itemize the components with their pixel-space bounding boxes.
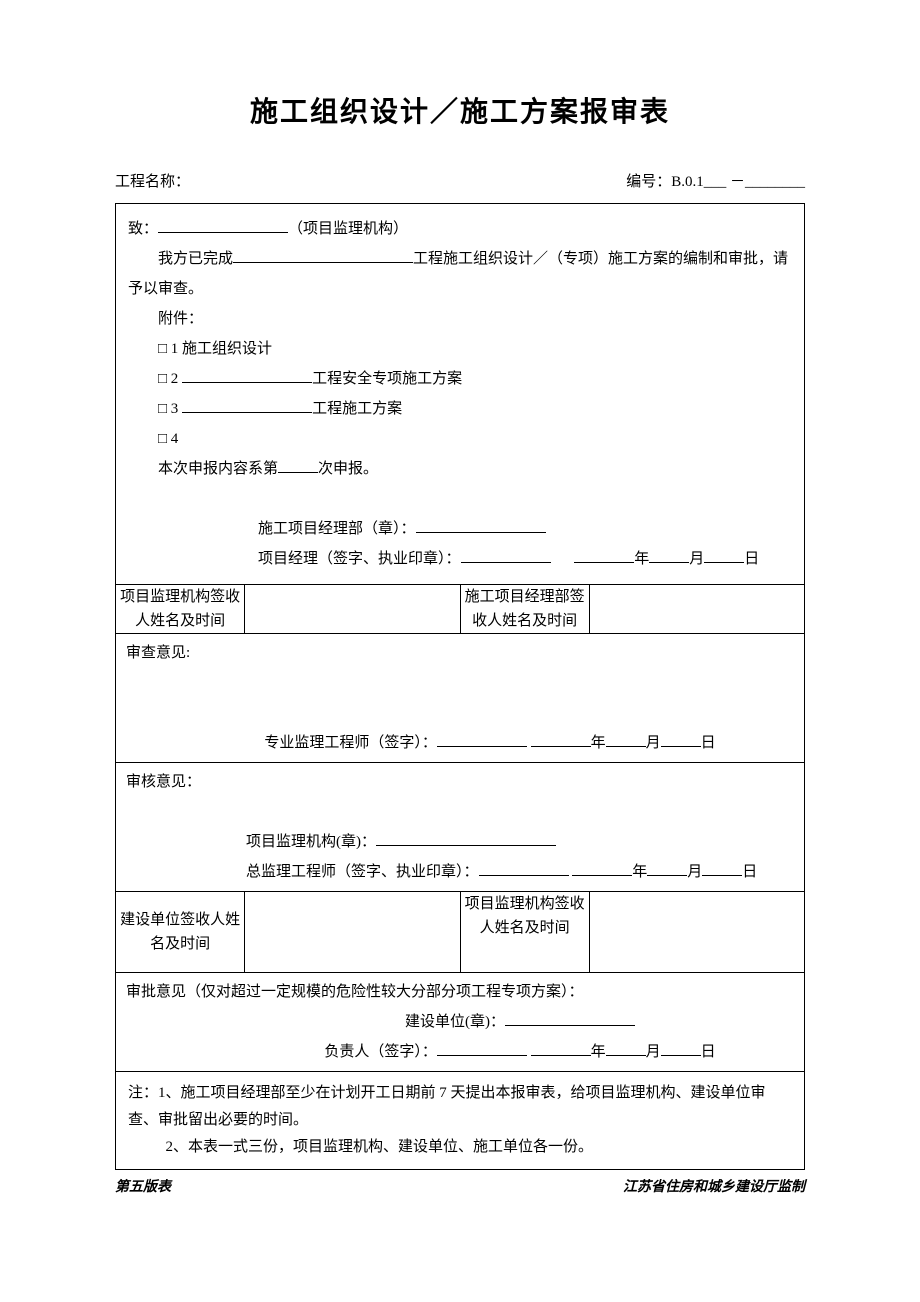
owner-receiver-label: 建设单位签收人姓名及时间: [116, 892, 245, 973]
item2-blank[interactable]: [182, 382, 312, 383]
checkbox-item-2-prefix[interactable]: □ 2: [158, 371, 182, 387]
month-blank-4[interactable]: [606, 1055, 646, 1056]
supervisor-receiver-value-2[interactable]: [589, 892, 804, 973]
approval-org-seal-label: 建设单位(章)：: [405, 1014, 505, 1030]
day-label-3: 日: [742, 864, 757, 880]
submit-count-blank[interactable]: [278, 472, 318, 473]
project-blank[interactable]: [233, 262, 413, 263]
day-label-1: 日: [744, 551, 759, 567]
month-label-3: 月: [687, 864, 702, 880]
day-blank-3[interactable]: [702, 875, 742, 876]
submit-suffix: 次申报。: [318, 461, 378, 477]
page-title: 施工组织设计／施工方案报审表: [115, 90, 805, 130]
project-name-label: 工程名称：: [115, 170, 190, 191]
note-line-1: 注：1、施工项目经理部至少在计划开工日期前 7 天提出本报审表，给项目监理机构、…: [128, 1080, 792, 1134]
to-suffix: （项目监理机构）: [288, 221, 408, 237]
checkbox-item-2-suffix: 工程安全专项施工方案: [312, 371, 462, 387]
month-blank-1[interactable]: [649, 562, 689, 563]
month-label-2: 月: [646, 735, 661, 751]
checkbox-item-1[interactable]: □ 1 施工组织设计: [128, 334, 792, 364]
pm-sign-blank[interactable]: [461, 562, 551, 563]
review-opinion-section: 审查意见: 专业监理工程师（签字）： 年 月 日: [116, 634, 804, 762]
year-label-2: 年: [591, 735, 606, 751]
submit-prefix: 本次申报内容系第: [158, 461, 278, 477]
month-blank-3[interactable]: [647, 875, 687, 876]
checkbox-item-3-suffix: 工程施工方案: [312, 401, 402, 417]
notes-section: 注：1、施工项目经理部至少在计划开工日期前 7 天提出本报审表，给项目监理机构、…: [116, 1072, 804, 1169]
approval-signer-blank[interactable]: [437, 1055, 527, 1056]
approval-org-seal-blank[interactable]: [505, 1025, 635, 1026]
day-blank-4[interactable]: [661, 1055, 701, 1056]
footer-left: 第五版表: [115, 1176, 171, 1196]
audit-signer-blank[interactable]: [479, 875, 569, 876]
checkbox-item-4[interactable]: □ 4: [128, 424, 792, 454]
approval-opinion-section: 审批意见（仅对超过一定规模的危险性较大分部分项工程专项方案）： 建设单位(章)：…: [116, 973, 804, 1071]
day-blank-1[interactable]: [704, 562, 744, 563]
construction-receiver-value[interactable]: [589, 585, 804, 634]
owner-receiver-value[interactable]: [245, 892, 460, 973]
review-signer-label: 专业监理工程师（签字）：: [264, 735, 437, 751]
month-label-4: 月: [646, 1044, 661, 1060]
supervisor-receiver-label-2: 项目监理机构签收人姓名及时间: [460, 892, 589, 973]
year-label-3: 年: [632, 864, 647, 880]
month-blank-2[interactable]: [606, 746, 646, 747]
audit-opinion-title: 审核意见：: [126, 767, 794, 797]
to-prefix: 致：: [128, 221, 158, 237]
year-blank-3[interactable]: [572, 875, 632, 876]
approval-signer-label: 负责人（签字）：: [324, 1044, 437, 1060]
audit-org-seal-label: 项目监理机构(章)：: [246, 834, 376, 850]
year-blank-2[interactable]: [531, 746, 591, 747]
year-label-1: 年: [634, 551, 649, 567]
form-table: 致：（项目监理机构） 我方已完成工程施工组织设计／（专项）施工方案的编制和审批，…: [115, 203, 805, 1170]
day-label-4: 日: [701, 1044, 716, 1060]
to-blank[interactable]: [158, 232, 288, 233]
review-signer-blank[interactable]: [437, 746, 527, 747]
main-section: 致：（项目监理机构） 我方已完成工程施工组织设计／（专项）施工方案的编制和审批，…: [116, 204, 804, 584]
audit-opinion-section: 审核意见： 项目监理机构(章)： 总监理工程师（签字、执业印章）： 年 月 日: [116, 763, 804, 891]
approval-opinion-title: 审批意见（仅对超过一定规模的危险性较大分部分项工程专项方案）：: [126, 977, 794, 1007]
pm-sign-label: 项目经理（签字、执业印章）：: [258, 551, 461, 567]
note-line-2: 2、本表一式三份，项目监理机构、建设单位、施工单位各一份。: [128, 1134, 792, 1161]
header-row: 工程名称： 编号：B.0.1___ －________: [115, 170, 805, 191]
checkbox-item-3-prefix[interactable]: □ 3: [158, 401, 182, 417]
audit-org-seal-blank[interactable]: [376, 845, 556, 846]
review-opinion-title: 审查意见:: [126, 638, 794, 668]
year-label-4: 年: [591, 1044, 606, 1060]
audit-signer-label: 总监理工程师（签字、执业印章）：: [246, 864, 479, 880]
body-prefix: 我方已完成: [158, 251, 233, 267]
document-number-label: 编号：B.0.1___ －________: [626, 170, 805, 191]
supervisor-receiver-value[interactable]: [245, 585, 460, 634]
day-label-2: 日: [701, 735, 716, 751]
month-label-1: 月: [689, 551, 704, 567]
construction-receiver-label: 施工项目经理部签收人姓名及时间: [460, 585, 589, 634]
footer-row: 第五版表 江苏省住房和城乡建设厅监制: [115, 1176, 805, 1196]
dept-seal-blank[interactable]: [416, 532, 546, 533]
item3-blank[interactable]: [182, 412, 312, 413]
footer-right: 江苏省住房和城乡建设厅监制: [623, 1176, 805, 1196]
dept-seal-label: 施工项目经理部（章）：: [258, 521, 416, 537]
year-blank-1[interactable]: [574, 562, 634, 563]
day-blank-2[interactable]: [661, 746, 701, 747]
attachment-label: 附件：: [128, 304, 792, 334]
supervisor-receiver-label: 项目监理机构签收人姓名及时间: [116, 585, 245, 634]
year-blank-4[interactable]: [531, 1055, 591, 1056]
